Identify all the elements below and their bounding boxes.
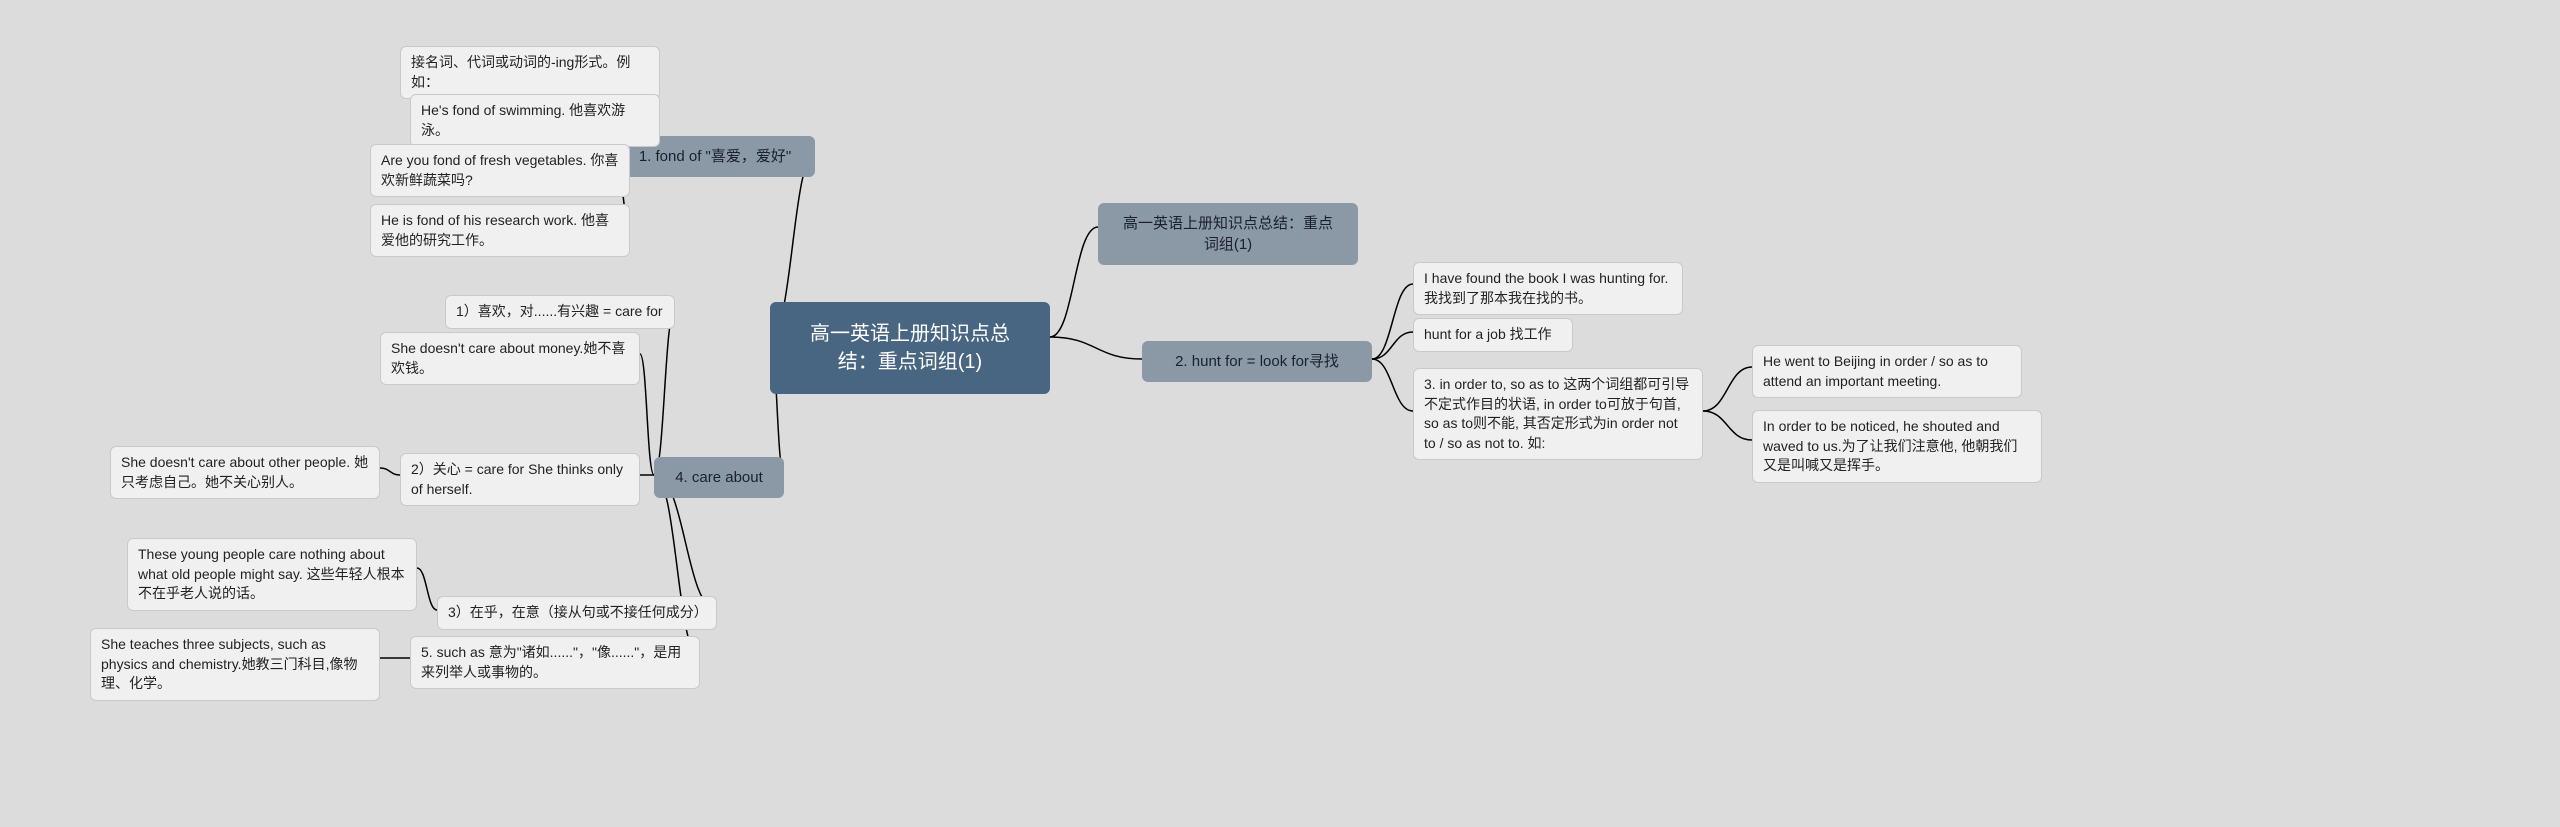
edge-root-b2 xyxy=(1050,337,1142,359)
mindmap-node-b4_2: 2）关心 = care for She thinks only of herse… xyxy=(400,453,640,506)
mindmap-node-b2: 2. hunt for = look for寻找 xyxy=(1142,341,1372,382)
mindmap-node-b1_4: He is fond of his research work. 他喜爱他的研究… xyxy=(370,204,630,257)
mindmap-node-b4_3: 3）在乎，在意（接从句或不接任何成分） xyxy=(437,596,717,630)
edge-b2-b2_1 xyxy=(1372,284,1413,359)
edge-b2_3-b2_3_1 xyxy=(1703,367,1752,411)
edge-b4_3-b4_3_1 xyxy=(417,568,437,610)
mindmap-node-root: 高一英语上册知识点总结：重点词组(1) xyxy=(770,302,1050,394)
mindmap-node-b4_2_1: She doesn't care about other people. 她只考… xyxy=(110,446,380,499)
mindmap-node-b2_3_2: In order to be noticed, he shouted and w… xyxy=(1752,410,2042,483)
edge-b4_2-b4_2_1 xyxy=(380,468,400,475)
mindmap-node-b2_3_1: He went to Beijing in order / so as to a… xyxy=(1752,345,2022,398)
mindmap-node-b4_3_1: These young people care nothing about wh… xyxy=(127,538,417,611)
edge-b4-b4_1 xyxy=(654,309,675,475)
mindmap-node-b2_3: 3. in order to, so as to 这两个词组都可引导不定式作目的… xyxy=(1413,368,1703,460)
mindmap-node-b4_4: 5. such as 意为"诸如......"，"像......"，是用来列举人… xyxy=(410,636,700,689)
edge-b2_3-b2_3_2 xyxy=(1703,411,1752,440)
mindmap-node-b4_1: 1）喜欢，对......有兴趣 = care for xyxy=(445,295,675,329)
mindmap-node-b4_4_1: She teaches three subjects, such as phys… xyxy=(90,628,380,701)
mindmap-node-b1_2: He's fond of swimming. 他喜欢游泳。 xyxy=(410,94,660,147)
edge-b4-b4_1_1 xyxy=(640,354,654,475)
mindmap-node-b1_1: 接名词、代词或动词的-ing形式。例如： xyxy=(400,46,660,99)
mindmap-node-b1_3: Are you fond of fresh vegetables. 你喜欢新鲜蔬… xyxy=(370,144,630,197)
edge-root-summary xyxy=(1050,227,1098,337)
edge-b4-b4_4 xyxy=(654,475,700,658)
mindmap-node-summary: 高一英语上册知识点总结：重点词组(1) xyxy=(1098,203,1358,265)
mindmap-node-b2_1: I have found the book I was hunting for.… xyxy=(1413,262,1683,315)
mindmap-node-b2_2: hunt for a job 找工作 xyxy=(1413,318,1573,352)
edge-b2-b2_3 xyxy=(1372,359,1413,411)
mindmap-node-b4_1_1: She doesn't care about money.她不喜欢钱。 xyxy=(380,332,640,385)
edge-b2-b2_2 xyxy=(1372,332,1413,359)
mindmap-node-b4: 4. care about xyxy=(654,457,784,498)
